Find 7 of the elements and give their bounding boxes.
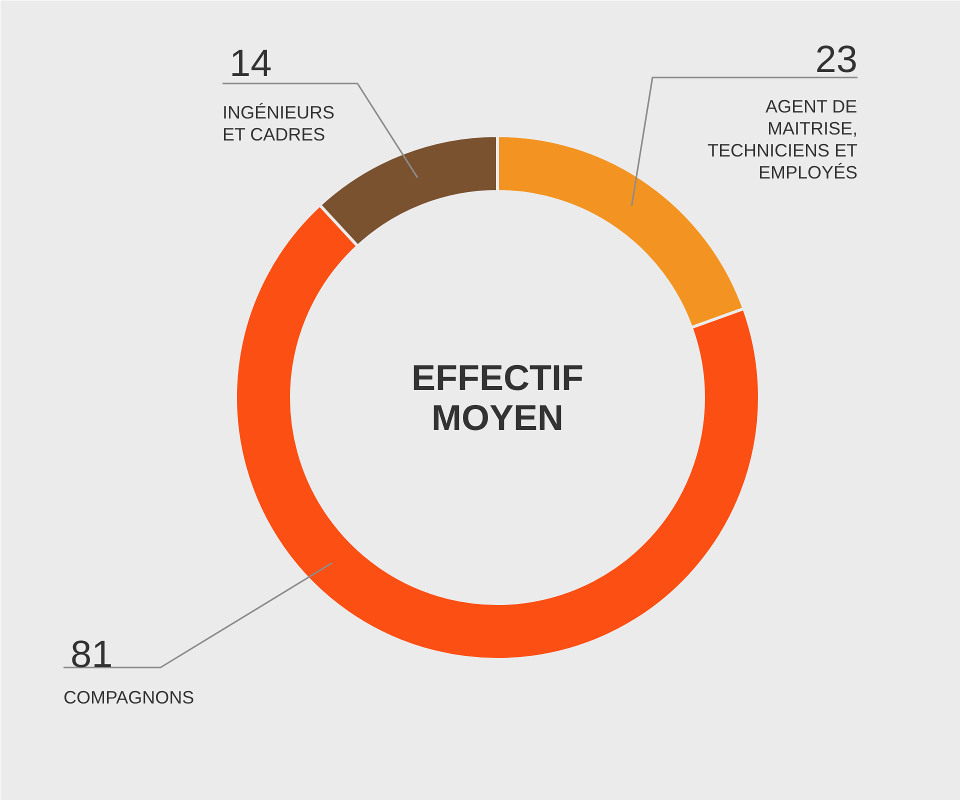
slice-label: INGÉNIEURS ET CADRES — [222, 102, 335, 144]
slice-label: COMPAGNONS — [64, 688, 194, 708]
data-label: 14 — [230, 43, 272, 85]
slice-label: AGENT DE MAITRISE, TECHNICIENS ET EMPLOYÉS — [707, 96, 858, 182]
data-label: 81 — [70, 634, 113, 676]
text: EFFECTIF MOYEN — [412, 357, 584, 438]
data-label: 23 — [815, 39, 858, 81]
